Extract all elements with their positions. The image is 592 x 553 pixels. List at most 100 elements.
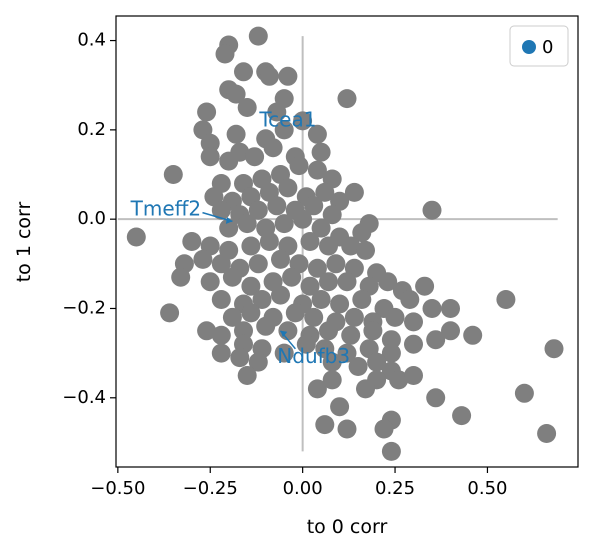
data-point: [404, 366, 423, 385]
data-point: [271, 286, 290, 305]
y-tick-label: −0.4: [62, 387, 106, 408]
data-point: [238, 214, 257, 233]
data-point: [319, 237, 338, 256]
data-point: [275, 89, 294, 108]
y-tick-label: 0.4: [77, 30, 106, 51]
data-point: [426, 330, 445, 349]
data-point: [319, 321, 338, 340]
data-point: [201, 272, 220, 291]
x-tick-label: −0.25: [183, 478, 238, 499]
data-point: [537, 424, 556, 443]
data-point: [164, 165, 183, 184]
data-point: [227, 125, 246, 144]
data-point: [452, 406, 471, 425]
legend-box: [510, 26, 568, 66]
data-point: [212, 344, 231, 363]
data-point: [496, 290, 515, 309]
data-point: [290, 156, 309, 175]
annotation-label: Ndufb3: [277, 344, 350, 368]
y-tick-label: 0.2: [77, 119, 106, 140]
data-point: [326, 254, 345, 273]
data-point: [423, 201, 442, 220]
legend-label: 0: [542, 37, 553, 58]
data-point: [278, 67, 297, 86]
data-point: [312, 143, 331, 162]
data-point: [341, 326, 360, 345]
data-point: [441, 299, 460, 318]
data-point: [360, 214, 379, 233]
data-point: [356, 379, 375, 398]
data-point: [238, 98, 257, 117]
data-point: [356, 241, 375, 260]
x-tick-label: −0.50: [90, 478, 145, 499]
data-point: [345, 183, 364, 202]
data-point: [245, 147, 264, 166]
data-point: [315, 415, 334, 434]
data-point: [267, 196, 286, 215]
data-point: [271, 250, 290, 269]
data-point: [193, 250, 212, 269]
data-point: [264, 138, 283, 157]
legend: 0: [510, 26, 568, 66]
x-tick-label: 0.00: [283, 478, 323, 499]
data-point: [241, 237, 260, 256]
annotation-label: Tcea1: [258, 107, 316, 131]
data-point: [338, 272, 357, 291]
data-point: [312, 290, 331, 309]
data-point: [338, 89, 357, 108]
x-axis-label: to 0 corr: [307, 516, 388, 538]
data-point: [171, 268, 190, 287]
data-point: [197, 103, 216, 122]
data-point: [404, 312, 423, 331]
data-point: [223, 268, 242, 287]
data-point: [249, 254, 268, 273]
data-point: [330, 295, 349, 314]
data-point: [275, 214, 294, 233]
data-point: [182, 232, 201, 251]
data-point: [349, 357, 368, 376]
data-point: [319, 272, 338, 291]
data-point: [515, 384, 534, 403]
data-point: [338, 420, 357, 439]
data-point: [352, 290, 371, 309]
data-point: [286, 303, 305, 322]
data-point: [282, 268, 301, 287]
data-point: [426, 388, 445, 407]
data-point: [363, 321, 382, 340]
annotation-label: Tmeff2: [130, 197, 202, 221]
data-point: [241, 303, 260, 322]
data-point: [304, 308, 323, 327]
data-point: [234, 62, 253, 81]
x-tick-label: 0.50: [467, 478, 507, 499]
data-point: [260, 232, 279, 251]
y-axis-label: to 1 corr: [13, 202, 35, 283]
y-tick-label: 0.0: [77, 208, 106, 229]
data-point: [345, 308, 364, 327]
data-point: [330, 397, 349, 416]
x-tick-label: 0.25: [375, 478, 415, 499]
data-point: [238, 366, 257, 385]
data-point: [160, 303, 179, 322]
data-point: [293, 210, 312, 229]
data-point: [382, 442, 401, 461]
data-point: [260, 67, 279, 86]
data-point: [463, 326, 482, 345]
data-point: [545, 339, 564, 358]
data-point: [415, 277, 434, 296]
data-point: [201, 147, 220, 166]
data-point: [400, 290, 419, 309]
data-point: [278, 178, 297, 197]
legend-marker: [522, 40, 536, 54]
data-point: [375, 420, 394, 439]
data-point: [216, 45, 235, 64]
data-point: [249, 27, 268, 46]
data-point: [386, 308, 405, 327]
y-tick-label: −0.2: [62, 297, 106, 318]
data-point: [212, 326, 231, 345]
data-point: [212, 290, 231, 309]
data-point: [423, 299, 442, 318]
data-point: [127, 228, 146, 247]
data-point: [404, 335, 423, 354]
data-point: [301, 232, 320, 251]
